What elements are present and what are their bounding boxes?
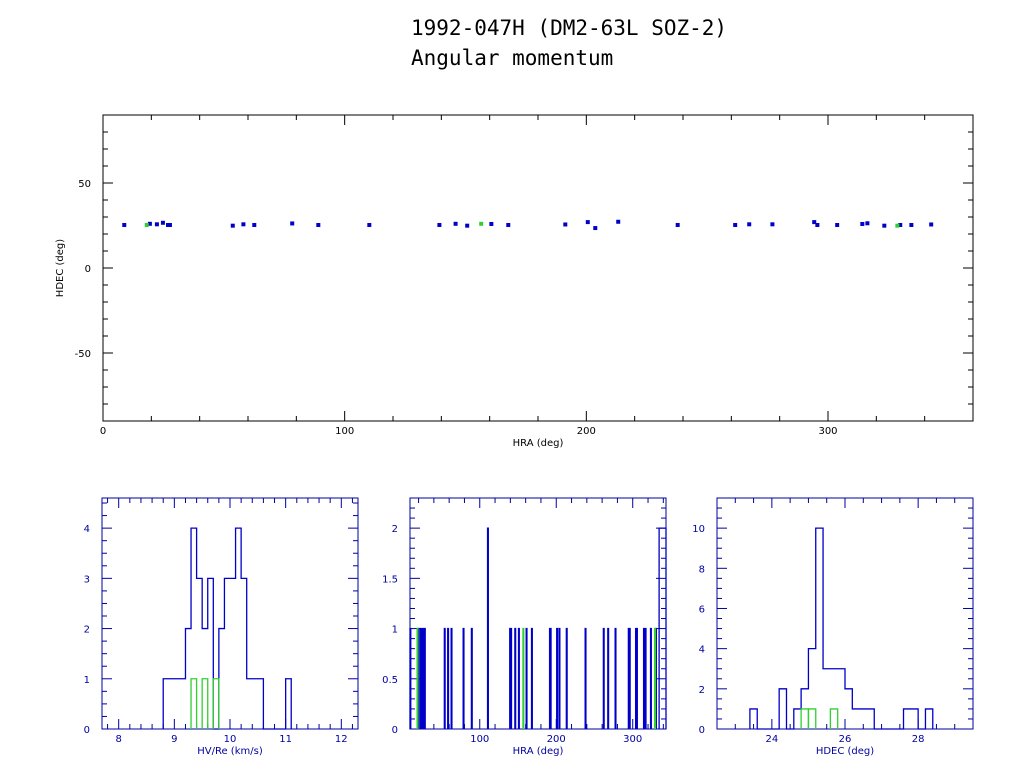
scatter-point-main: [316, 222, 321, 227]
x-axis-label: HRA (deg): [513, 746, 564, 757]
scatter-point-main: [747, 222, 752, 227]
scatter-point-main: [147, 221, 152, 226]
scatter-point-main: [770, 222, 775, 227]
y-tick-label: 8: [699, 564, 705, 575]
y-tick-label: 50: [78, 179, 91, 190]
y-tick-label: 0: [84, 725, 90, 736]
histogram-highlight-bar: [654, 627, 657, 729]
scatter-point-main: [241, 222, 246, 227]
y-tick-label: 0: [392, 725, 398, 736]
y-tick-label: 0.5: [382, 675, 398, 686]
scatter-point-main: [865, 221, 870, 226]
histogram-highlight-bar: [522, 627, 525, 729]
scatter-point-main: [563, 222, 568, 227]
chart-subtitle: Angular momentum: [411, 46, 614, 70]
panel-3: [716, 497, 974, 730]
x-tick-label: 24: [765, 734, 778, 745]
scatter-point-main: [122, 222, 127, 227]
y-tick-label: 2: [392, 524, 398, 535]
plot-frame: [716, 497, 974, 730]
scatter-point-main: [230, 223, 235, 228]
scatter-point-main: [929, 222, 934, 227]
scatter-point-main: [835, 222, 840, 227]
y-tick-label: 0: [85, 264, 91, 275]
histogram-highlight-bar: [201, 678, 209, 729]
scatter-point-main: [585, 220, 590, 225]
chart-title: 1992-047H (DM2-63L SOZ-2): [411, 16, 728, 40]
scatter-point-main: [898, 222, 903, 227]
y-tick-label: -50: [75, 349, 91, 360]
histogram-highlight-bar: [829, 708, 839, 729]
x-tick-label: 200: [577, 426, 596, 437]
scatter-point-main: [812, 220, 817, 225]
x-tick-label: 100: [335, 426, 354, 437]
histogram-bars: [749, 527, 934, 730]
x-tick-label: 28: [912, 734, 925, 745]
scatter-point-main: [437, 222, 442, 227]
scatter-point-main: [252, 222, 257, 227]
y-tick-label: 1: [392, 625, 398, 636]
y-tick-label: 0: [699, 725, 705, 736]
x-axis-label: HV/Re (km/s): [197, 746, 263, 757]
histogram-highlight-bar: [800, 708, 810, 729]
x-tick-label: 100: [470, 734, 489, 745]
y-tick-label: 1.5: [382, 574, 398, 585]
x-tick-label: 0: [100, 426, 106, 437]
y-tick-label: 6: [699, 604, 705, 615]
y-tick-label: 3: [84, 574, 90, 585]
scatter-point-highlight: [895, 223, 900, 228]
scatter-point-main: [160, 220, 165, 225]
scatter-point-main: [882, 223, 887, 228]
scatter-point-main: [593, 226, 598, 231]
scatter-point-main: [506, 222, 511, 227]
x-tick-label: 26: [839, 734, 852, 745]
scatter-point-main: [465, 223, 470, 228]
histogram-highlight-bar: [190, 678, 198, 729]
x-axis-label: HDEC (deg): [816, 746, 874, 757]
scatter-point-main: [860, 221, 865, 226]
panel-1: [101, 497, 359, 730]
scatter-point-main: [616, 219, 621, 224]
y-tick-label: 2: [699, 685, 705, 696]
y-axis-label: HDEC (deg): [55, 239, 66, 297]
y-tick-label: 4: [84, 524, 90, 535]
x-tick-label: 300: [818, 426, 837, 437]
scatter-point-main: [167, 222, 172, 227]
scatter-point-main: [453, 221, 458, 226]
x-tick-label: 12: [335, 734, 348, 745]
scatter-point-main: [815, 222, 820, 227]
scatter-point-main: [675, 222, 680, 227]
plot-frame: [102, 114, 974, 422]
histogram-highlight-bar: [807, 708, 817, 729]
x-tick-label: 11: [279, 734, 292, 745]
y-tick-label: 1: [84, 675, 90, 686]
x-tick-label: 10: [224, 734, 237, 745]
x-tick-label: 300: [623, 734, 642, 745]
histogram-highlight-bar: [212, 678, 220, 729]
y-tick-label: 2: [84, 625, 90, 636]
histogram-bars: [409, 527, 667, 729]
x-tick-label: 200: [547, 734, 566, 745]
plot-frame: [101, 497, 359, 730]
panel-2: [409, 497, 667, 730]
scatter-point-highlight: [144, 222, 149, 227]
x-tick-label: 9: [171, 734, 177, 745]
x-tick-label: 8: [116, 734, 122, 745]
scatter-point-main: [154, 222, 159, 227]
scatter-point-main: [367, 222, 372, 227]
scatter-point-main: [489, 221, 494, 226]
y-tick-label: 10: [692, 524, 705, 535]
histogram-highlight-bar: [416, 627, 419, 729]
scatter-point-main: [909, 222, 914, 227]
scatter-point-highlight: [479, 221, 484, 226]
panel-0: [102, 114, 974, 422]
y-tick-label: 4: [699, 645, 705, 656]
scatter-point-main: [733, 222, 738, 227]
histogram-bars: [162, 527, 292, 730]
scatter-point-main: [290, 221, 295, 226]
x-axis-label: HRA (deg): [513, 438, 564, 449]
